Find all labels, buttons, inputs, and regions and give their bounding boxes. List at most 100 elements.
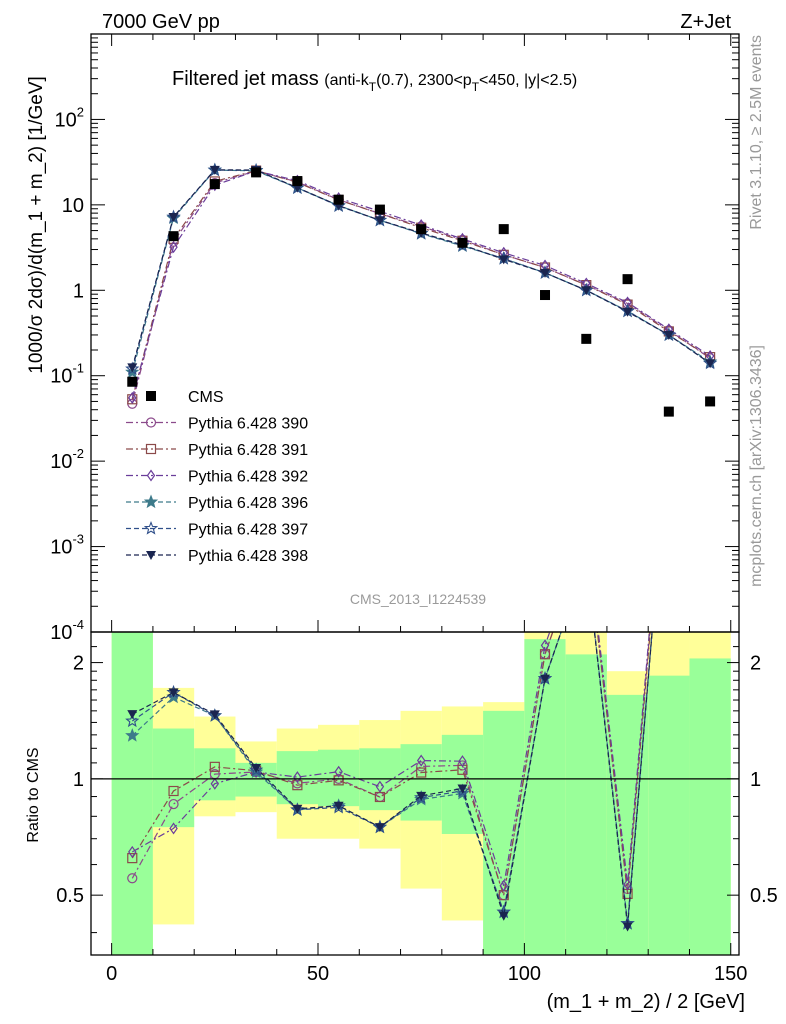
- ratio-point-pythia-6-428-397: [125, 713, 140, 728]
- legend-marker-pythia-6-428-391: [145, 443, 157, 455]
- ratio-point-pythia-6-428-392: [128, 845, 137, 858]
- ratio-point-pythia-6-428-392: [375, 780, 385, 793]
- uncertainty-band-green: [648, 675, 690, 955]
- ratio-point-pythia-6-428-397: [581, 553, 592, 564]
- legend-label-pythia-6-428-396: Pythia 6.428 396: [188, 495, 308, 512]
- uncertainty-band-green: [689, 658, 731, 955]
- plot-title: Filtered jet mass (anti-kT(0.7), 2300<pT…: [172, 68, 577, 94]
- ratio-point-pythia-6-428-390: [582, 531, 591, 540]
- series-point-pythia-6-428-392: [128, 391, 137, 404]
- series-line-pythia-6-428-396: [131, 169, 711, 373]
- ratio-point-pythia-6-428-392: [707, 569, 714, 579]
- legend-label-cms: CMS: [188, 389, 224, 406]
- analysis-watermark: CMS_2013_I1224539: [350, 591, 486, 607]
- y-tick-label-ratio: 0.5: [56, 885, 84, 907]
- data-point-cms: [168, 231, 179, 242]
- ratio-point-pythia-6-428-391: [292, 780, 303, 791]
- series-point-pythia-6-428-398: [622, 307, 633, 317]
- title-sub-pre: (anti-k: [324, 72, 369, 89]
- y-axis-label-main: 1000/σ 2dσ)/d(m_1 + m_2) [1/GeV]: [26, 76, 47, 374]
- ratio-point-pythia-6-428-391: [706, 574, 715, 583]
- series-point-pythia-6-428-398: [168, 213, 179, 223]
- main-panel-frame: [90, 33, 740, 633]
- ratio-line-pythia-6-428-392: [132, 632, 650, 886]
- ratio-point-pythia-6-428-392: [210, 777, 220, 790]
- title-main: Filtered jet mass: [172, 68, 319, 90]
- ratio-panel-frame: [90, 631, 740, 956]
- x-tick-label: 0: [106, 963, 117, 985]
- ratio-point-pythia-6-428-392: [499, 879, 508, 892]
- y-tick-label-main: 10: [62, 195, 84, 217]
- x-axis-label: (m_1 + m_2) / 2 [GeV]: [547, 991, 745, 1013]
- ratio-point-pythia-6-428-396: [704, 594, 715, 605]
- y-tick-label-main: 1: [73, 280, 84, 302]
- ratio-point-pythia-6-428-397: [663, 426, 674, 437]
- ratio-point-pythia-6-428-391: [209, 761, 220, 772]
- ratio-point-pythia-6-428-392: [623, 878, 632, 891]
- ratio-point-pythia-6-428-390: [127, 873, 138, 884]
- y-tick-label-ratio: 2: [73, 653, 84, 675]
- y-tick-label-main: 102: [55, 104, 84, 131]
- ratio-point-pythia-6-428-398: [374, 823, 385, 833]
- ratio-line-pythia-6-428-398: [132, 632, 653, 927]
- y-tick-label-main: 10-3: [50, 532, 84, 559]
- y-tick-label-ratio-right: 1: [750, 769, 761, 791]
- data-point-cms: [622, 274, 633, 285]
- series-point-pythia-6-428-398: [705, 359, 716, 369]
- ratio-point-pythia-6-428-390: [416, 761, 427, 772]
- uncertainty-band-green: [276, 751, 319, 805]
- legend-marker-pythia-6-428-396: [143, 494, 159, 509]
- x-tick-label: 150: [714, 963, 747, 985]
- data-point-cms: [333, 194, 344, 205]
- legend-marker-pythia-6-428-398: [146, 551, 156, 560]
- ratio-point-pythia-6-428-391: [416, 767, 427, 778]
- data-point-cms: [498, 224, 509, 235]
- y-tick-label-main: 10-1: [50, 361, 84, 388]
- series-line-pythia-6-428-392: [131, 170, 711, 399]
- x-tick-label: 100: [508, 963, 541, 985]
- ratio-point-pythia-6-428-398: [498, 911, 509, 921]
- ratio-point-pythia-6-428-398: [292, 804, 303, 814]
- energy-label: 7000 GeV pp: [102, 11, 220, 33]
- x-tick-label: 50: [307, 963, 329, 985]
- y-tick-label-ratio-right: 2: [750, 653, 761, 675]
- ratio-point-pythia-6-428-396: [125, 728, 140, 742]
- series-point-pythia-6-428-398: [540, 268, 551, 278]
- legend: CMS Pythia 6.428 390 Pythia 6.428 391 Pythi…: [126, 389, 308, 565]
- ratio-plot-area: [111, 426, 731, 955]
- ratio-point-pythia-6-428-396: [581, 553, 592, 564]
- data-point-cms: [209, 179, 220, 190]
- uncertainty-band-green: [111, 632, 153, 955]
- ratio-point-pythia-6-428-398: [416, 791, 427, 801]
- series-point-pythia-6-428-398: [209, 165, 220, 175]
- y-tick-label-main: 10-4: [50, 617, 84, 644]
- ratio-point-pythia-6-428-392: [416, 754, 426, 767]
- data-point-cms: [292, 176, 303, 187]
- legend-label-pythia-6-428-398: Pythia 6.428 398: [188, 548, 308, 565]
- series-point-pythia-6-428-398: [127, 363, 138, 373]
- data-point-cms: [127, 376, 138, 387]
- title-sub-sub2: T: [472, 80, 480, 94]
- mcplots-source-label: mcplots.cern.ch [arXiv:1306.3436]: [748, 345, 765, 587]
- y-axis-label-ratio: Ratio to CMS: [25, 747, 42, 842]
- process-label: Z+Jet: [680, 11, 731, 33]
- data-point-cms: [705, 396, 716, 407]
- ratio-point-pythia-6-428-392: [540, 639, 550, 652]
- ratio-point-pythia-6-428-392: [293, 771, 302, 784]
- legend-marker-cms: [146, 391, 156, 401]
- series-point-pythia-6-428-392: [169, 241, 178, 254]
- series-line-pythia-6-428-398: [131, 169, 711, 368]
- legend-marker-pythia-6-428-397: [143, 520, 159, 535]
- title-sub-sub1: T: [369, 80, 377, 94]
- y-tick-label-main: 10-2: [50, 446, 84, 473]
- series-line-pythia-6-428-397: [131, 169, 711, 370]
- ratio-point-pythia-6-428-398: [540, 674, 551, 684]
- ratio-line-pythia-6-428-391: [131, 632, 651, 896]
- ratio-point-pythia-6-428-398: [705, 602, 715, 611]
- ratio-point-pythia-6-428-391: [582, 531, 591, 540]
- legend-label-pythia-6-428-390: Pythia 6.428 390: [188, 416, 308, 433]
- series-line-pythia-6-428-390: [131, 170, 711, 404]
- legend-marker-pythia-6-428-392: [146, 469, 156, 482]
- uncertainty-band-green: [524, 639, 566, 955]
- ratio-point-pythia-6-428-390: [706, 579, 715, 588]
